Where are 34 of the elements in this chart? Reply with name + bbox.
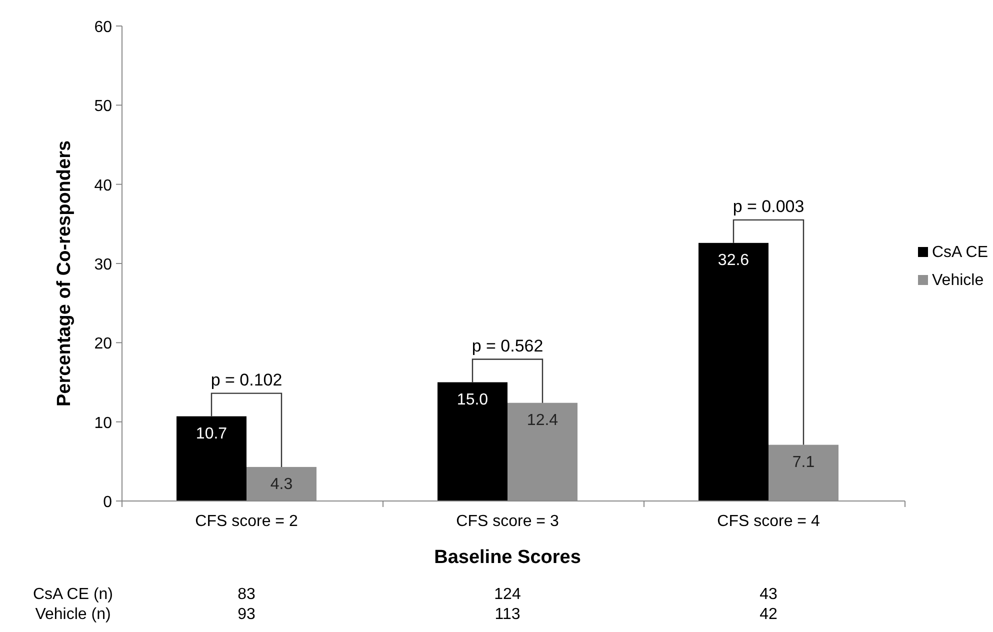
text: 42 (760, 606, 778, 623)
y-tick-label: 20 (94, 336, 112, 353)
bar (176, 416, 246, 501)
annotation: p = 0.003 (732, 196, 804, 216)
x-tick-label: CFS score = 3 (456, 513, 559, 530)
y-tick-label: 40 (94, 177, 112, 194)
x-tick-label: CFS score = 4 (717, 513, 820, 530)
legend-label: CsA CE (932, 244, 988, 261)
text: Vehicle (n) (35, 606, 111, 623)
y-tick-label: 0 (103, 494, 112, 511)
x-tick-label: CFS score = 2 (195, 513, 298, 530)
text: 43 (760, 586, 778, 603)
data-label: 7.1 (792, 454, 815, 471)
y-tick-label: 30 (94, 256, 112, 274)
bar (698, 242, 768, 501)
text: 93 (238, 606, 256, 623)
bar (438, 382, 508, 501)
y-axis-title: Percentage of Co-responders (54, 140, 75, 407)
y-tick-label: 50 (94, 98, 112, 116)
text: 83 (238, 586, 256, 603)
x-axis-title: Baseline Scores (434, 547, 581, 568)
text: 124 (494, 586, 521, 603)
annotation: p = 0.562 (472, 336, 544, 356)
y-tick-label: 60 (94, 19, 112, 36)
text: CsA CE (n) (32, 586, 114, 603)
annotation: p = 0.102 (210, 370, 282, 390)
data-label: 10.7 (196, 425, 228, 442)
data-label: 12.4 (526, 412, 558, 429)
legend-label: Vehicle (932, 272, 984, 289)
text: 113 (494, 606, 520, 623)
data-label: 32.6 (718, 252, 750, 269)
data-label: 4.3 (270, 476, 293, 493)
data-label: 15.0 (456, 391, 488, 408)
y-tick-label: 10 (94, 414, 112, 432)
